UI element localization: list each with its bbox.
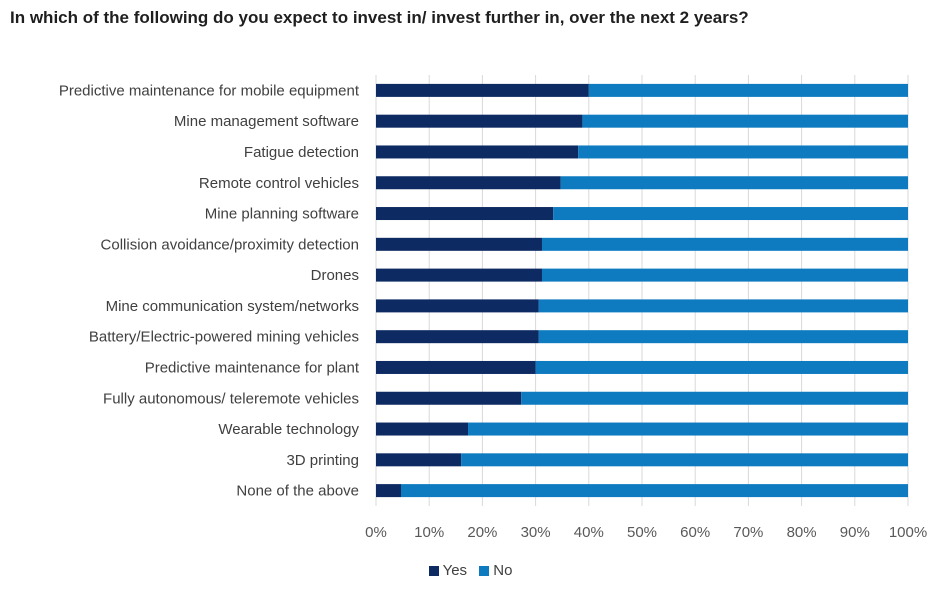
category-label: Fully autonomous/ teleremote vehicles	[103, 390, 359, 407]
bar-yes	[376, 207, 554, 221]
category-label: Mine communication system/networks	[106, 298, 359, 315]
bar-no	[538, 299, 908, 313]
bar-no	[461, 453, 908, 467]
bar-yes	[376, 360, 536, 374]
bar-yes	[376, 114, 583, 128]
x-tick-label: 10%	[414, 524, 444, 541]
chart-title: In which of the following do you expect …	[10, 8, 749, 27]
x-tick-label: 90%	[840, 524, 870, 541]
category-label: Fatigue detection	[244, 144, 359, 161]
legend-label-yes: Yes	[442, 562, 468, 579]
bar-yes	[376, 484, 402, 498]
bar-yes	[376, 83, 589, 97]
legend-swatch-yes	[428, 565, 439, 576]
x-tick-label: 60%	[680, 524, 710, 541]
category-label: Predictive maintenance for plant	[145, 359, 360, 376]
category-label: Drones	[311, 267, 359, 284]
x-tick-label: 100%	[889, 524, 927, 541]
legend-item-no: No	[479, 562, 512, 579]
x-tick-label: 30%	[521, 524, 551, 541]
bar-no	[401, 484, 908, 498]
bar-no	[578, 145, 908, 159]
bar-yes	[376, 268, 542, 282]
bar-yes	[376, 330, 539, 344]
category-label: Predictive maintenance for mobile equipm…	[59, 82, 360, 99]
bar-yes	[376, 237, 542, 251]
x-tick-label: 20%	[467, 524, 497, 541]
category-label: Battery/Electric-powered mining vehicles	[89, 329, 359, 346]
bar-no	[541, 268, 908, 282]
legend: Yes No	[0, 562, 941, 580]
bar-yes	[376, 299, 539, 313]
x-tick-label: 70%	[733, 524, 763, 541]
bar-no	[553, 207, 908, 221]
category-label: Wearable technology	[218, 421, 359, 438]
bar-yes	[376, 391, 522, 405]
category-label: Remote control vehicles	[199, 175, 359, 192]
bar-yes	[376, 453, 462, 467]
category-label: Mine management software	[174, 113, 359, 130]
category-label: Collision avoidance/proximity detection	[101, 236, 359, 253]
x-tick-label: 50%	[627, 524, 657, 541]
legend-item-yes: Yes	[428, 562, 468, 579]
category-label: Mine planning software	[205, 206, 359, 223]
bar-no	[521, 391, 908, 405]
category-label: None of the above	[236, 483, 359, 500]
bar-yes	[376, 422, 469, 436]
bar-no	[468, 422, 908, 436]
bar-no	[535, 360, 908, 374]
bar-no	[560, 176, 908, 190]
category-label: 3D printing	[286, 452, 359, 469]
bar-yes	[376, 145, 579, 159]
x-tick-label: 80%	[787, 524, 817, 541]
bar-no	[541, 237, 908, 251]
bar-no	[588, 83, 908, 97]
bar-no	[538, 330, 908, 344]
legend-label-no: No	[493, 562, 513, 579]
legend-swatch-no	[479, 565, 490, 576]
x-tick-label: 40%	[574, 524, 604, 541]
x-tick-label: 0%	[365, 524, 387, 541]
bar-no	[582, 114, 908, 128]
bar-yes	[376, 176, 561, 190]
